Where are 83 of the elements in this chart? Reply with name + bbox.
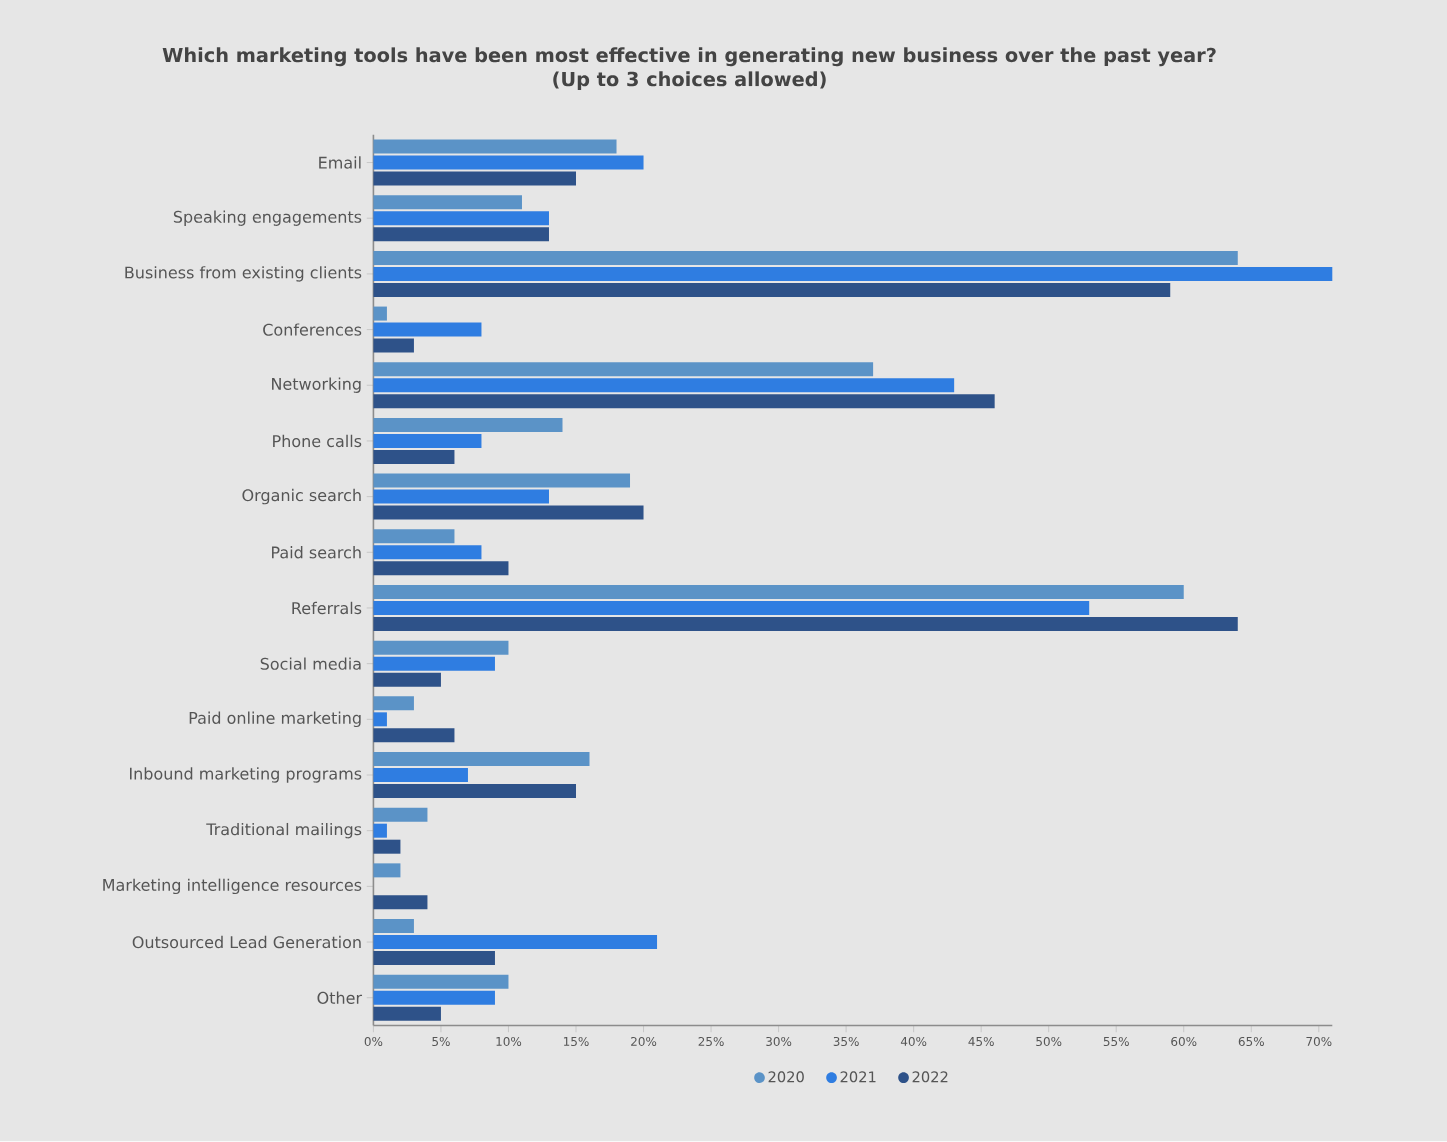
bar: [373, 712, 387, 727]
x-tick-label: 45%: [968, 1037, 994, 1047]
bar: [373, 545, 482, 560]
y-tick-label: Other: [317, 991, 363, 1005]
bar: [373, 696, 414, 711]
bar: [373, 585, 1184, 600]
bar: [373, 529, 455, 544]
x-tick-label: 60%: [1171, 1037, 1197, 1047]
legend-label: 2021: [840, 1071, 876, 1083]
bar: [373, 863, 401, 878]
bar: [373, 728, 455, 743]
bar: [373, 1006, 441, 1021]
legend-label: 2022: [912, 1071, 948, 1083]
bar: [373, 322, 482, 337]
bar: [373, 195, 522, 210]
y-tick-label: Paid search: [272, 546, 361, 559]
bar: [373, 394, 995, 409]
y-tick-label: Networking: [272, 377, 361, 394]
x-tick-label: 30%: [766, 1037, 792, 1047]
y-tick-label: Inbound marketing programs: [129, 767, 362, 783]
bar: [373, 227, 549, 242]
y-tick-label: Outsourced Lead Generation: [132, 936, 361, 949]
x-tick-label: 70%: [1306, 1037, 1332, 1047]
x-tick-label: 15%: [563, 1037, 589, 1047]
x-tick-label: 35%: [833, 1037, 859, 1047]
bar: [373, 450, 455, 465]
bar: [373, 473, 631, 488]
y-tick-label: Marketing intelligence resources: [103, 878, 362, 895]
x-tick-label: 20%: [631, 1037, 657, 1047]
y-tick-label: Paid online marketing: [189, 711, 361, 728]
y-tick-label: Phone calls: [273, 434, 362, 448]
bar: [373, 418, 563, 433]
y-tick-label: Conferences: [263, 323, 362, 336]
bar: [373, 155, 644, 170]
bar: [373, 990, 495, 1005]
chart-subtitle: (Up to 3 choices allowed): [553, 71, 826, 91]
bar: [373, 489, 549, 504]
bar: [373, 561, 509, 576]
bar: [373, 974, 509, 989]
bar: [373, 656, 495, 671]
bar: [373, 752, 590, 767]
bar: [373, 617, 1238, 632]
bar: [373, 601, 1090, 616]
bar: [373, 362, 874, 377]
bar: [373, 211, 549, 226]
bar: [373, 768, 468, 783]
bar: [373, 807, 428, 822]
x-tick-label: 65%: [1238, 1037, 1264, 1047]
bar: [373, 505, 644, 520]
bar: [373, 251, 1238, 266]
bar: [373, 338, 414, 353]
bar: [373, 935, 658, 950]
bar: [373, 171, 576, 186]
bar: [373, 895, 428, 910]
bar: [373, 434, 482, 449]
y-tick-label: Speaking engagements: [173, 210, 362, 227]
x-tick-label: 0%: [364, 1037, 383, 1047]
bar: [373, 951, 495, 966]
y-tick-label: Referrals: [292, 601, 362, 615]
bar: [373, 640, 509, 655]
bar: [373, 839, 401, 854]
legend-label: 2020: [768, 1071, 804, 1083]
bar: [373, 672, 441, 687]
bar: [373, 784, 576, 799]
x-tick-label: 55%: [1103, 1037, 1129, 1047]
bar: [373, 378, 955, 393]
bar: [373, 267, 1333, 282]
y-tick-label: Organic search: [242, 489, 361, 505]
y-tick-label: Business from existing clients: [125, 266, 362, 282]
bar: [373, 823, 387, 838]
bar: [373, 283, 1171, 298]
bar: [373, 139, 617, 154]
x-tick-label: 10%: [496, 1037, 522, 1047]
y-tick-label: Social media: [260, 657, 361, 671]
x-tick-label: 40%: [900, 1037, 927, 1047]
x-tick-label: 50%: [1036, 1037, 1062, 1047]
bar: [373, 306, 387, 321]
y-tick-label: Traditional mailings: [206, 823, 362, 839]
y-tick-label: Email: [319, 156, 361, 169]
chart-title: Which marketing tools have been most effective in generating new business over the past year?: [162, 47, 1216, 67]
x-tick-label: 25%: [698, 1037, 724, 1047]
bar: [373, 919, 414, 934]
x-tick-label: 5%: [432, 1037, 450, 1047]
